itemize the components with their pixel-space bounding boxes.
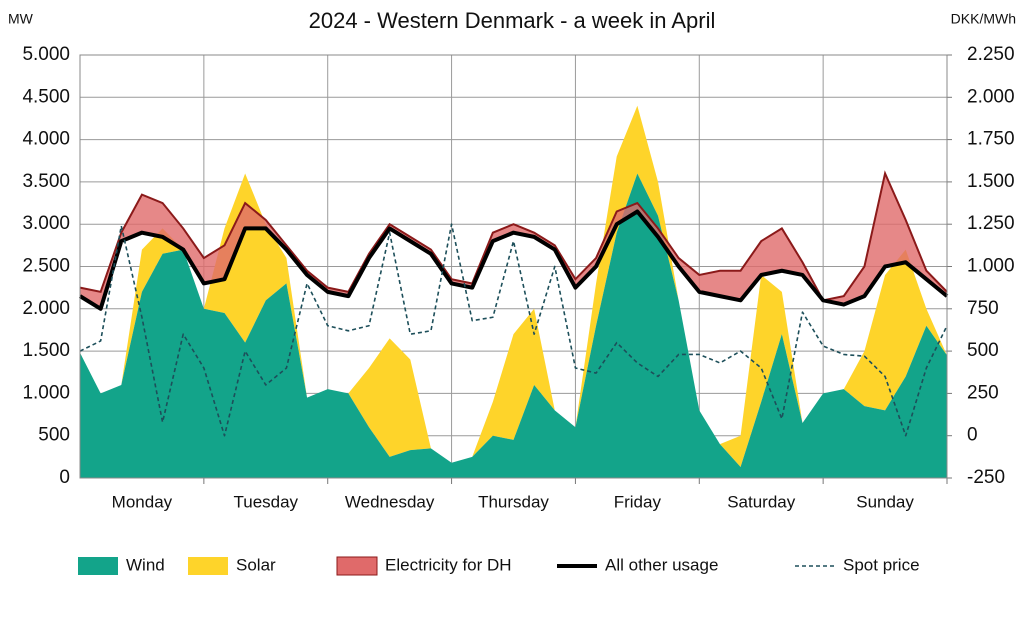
x-tick-label: Tuesday xyxy=(233,492,298,511)
y-tick-label: 4.000 xyxy=(22,129,70,150)
y2-unit: DKK/MWh xyxy=(951,11,1016,27)
y2-tick-label: -250 xyxy=(967,467,1005,488)
y2-tick-label: 1.250 xyxy=(967,213,1015,234)
y2-tick-label: 1.500 xyxy=(967,171,1015,192)
y-tick-label: 1.500 xyxy=(22,340,70,361)
x-tick-label: Thursday xyxy=(478,492,549,511)
y2-tick-label: 1.000 xyxy=(967,256,1015,277)
line-4 xyxy=(79,223,948,437)
x-tick-label: Saturday xyxy=(727,492,796,511)
y-tick-label: 2.000 xyxy=(22,298,70,319)
y-tick-label: 3.500 xyxy=(22,171,70,192)
y-tick-label: 3.000 xyxy=(22,213,70,234)
y2-tick-label: 1.750 xyxy=(967,129,1015,150)
x-tick-label: Wednesday xyxy=(345,492,435,511)
legend-label: Electricity for DH xyxy=(385,555,512,574)
y2-tick-label: 250 xyxy=(967,382,999,403)
area-edge xyxy=(79,170,948,302)
legend-swatch xyxy=(78,557,118,575)
y2-tick-label: 750 xyxy=(967,298,999,319)
area-0 xyxy=(80,173,947,478)
y-tick-label: 1.000 xyxy=(22,382,70,403)
area-2 xyxy=(80,173,947,309)
y-tick-label: 0 xyxy=(59,467,70,488)
y-unit: MW xyxy=(8,11,34,27)
x-tick-label: Friday xyxy=(614,492,662,511)
y-tick-label: 500 xyxy=(38,425,70,446)
x-tick-label: Monday xyxy=(112,492,173,511)
y-tick-label: 5.000 xyxy=(22,44,70,65)
legend-label: Solar xyxy=(236,555,276,574)
y2-tick-label: 500 xyxy=(967,340,999,361)
y-tick-label: 2.500 xyxy=(22,256,70,277)
y2-tick-label: 0 xyxy=(967,425,978,446)
legend-label: Wind xyxy=(126,555,165,574)
y-tick-label: 4.500 xyxy=(22,86,70,107)
line-3 xyxy=(78,209,949,311)
plot-border xyxy=(79,54,948,479)
area-1 xyxy=(80,105,947,468)
y2-tick-label: 2.250 xyxy=(967,44,1015,65)
chart-title: 2024 - Western Denmark - a week in April xyxy=(309,8,716,33)
x-tick-label: Sunday xyxy=(856,492,914,511)
legend-label: Spot price xyxy=(843,555,920,574)
legend-swatch xyxy=(336,556,378,576)
y2-tick-label: 2.000 xyxy=(967,86,1015,107)
legend-swatch xyxy=(188,557,228,575)
legend-label: All other usage xyxy=(605,555,718,574)
